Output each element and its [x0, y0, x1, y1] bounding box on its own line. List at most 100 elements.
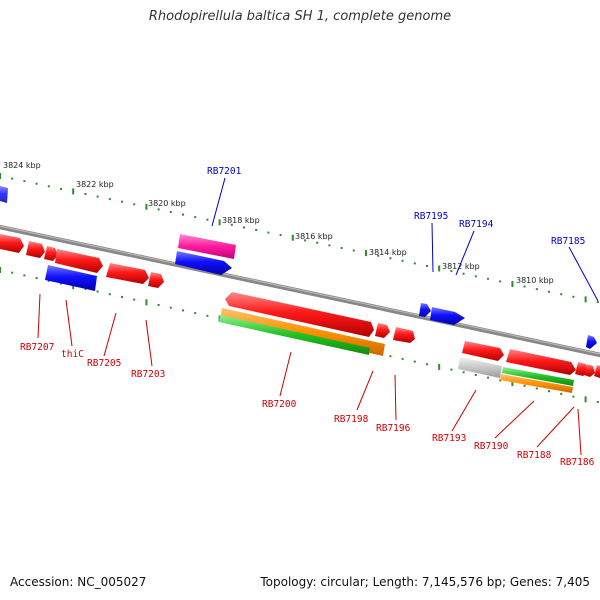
top-tick-row: [0, 173, 599, 303]
gene-label-rb7195[interactable]: RB7195: [414, 211, 448, 222]
gene-label-rb7190[interactable]: RB7190: [474, 441, 509, 452]
gene-rb7194[interactable]: [430, 307, 465, 325]
gene-label-rb7188[interactable]: RB7188: [517, 450, 552, 461]
minor-tick: [426, 363, 428, 366]
minor-tick: [487, 277, 489, 280]
minor-tick: [328, 244, 331, 247]
kbp-label: 3822 kbp: [76, 180, 114, 189]
genome-backbone-highlight: [0, 225, 600, 355]
genome-backbone: [0, 224, 600, 358]
minor-tick: [450, 270, 453, 273]
bottom-gene-labels: RB7207 thiC RB7205 RB7203 RB7200 RB7198 …: [20, 342, 595, 468]
gene-label-rb7194[interactable]: RB7194: [459, 219, 494, 230]
major-tick: [511, 281, 514, 287]
gene-red-left-2[interactable]: [26, 241, 45, 258]
minor-tick: [596, 301, 599, 303]
gene-red-right-2[interactable]: [584, 364, 595, 377]
minor-tick: [108, 198, 111, 201]
gene-rb7193-red[interactable]: [462, 341, 504, 361]
kbp-label: 3814 kbp: [369, 248, 407, 257]
gene-label-rb7198[interactable]: RB7198: [334, 414, 369, 425]
minor-tick: [243, 226, 245, 229]
gene-label-rb7186[interactable]: RB7186: [560, 457, 595, 468]
minor-tick: [47, 185, 50, 188]
gene-label-rb7196[interactable]: RB7196: [376, 423, 411, 434]
gene-label-rb7207[interactable]: RB7207: [20, 342, 54, 353]
gene-red-right-3[interactable]: [594, 365, 600, 378]
genome-summary-text: Topology: circular; Length: 7,145,576 bp…: [260, 575, 590, 589]
minor-tick: [548, 390, 550, 393]
minor-tick: [169, 211, 172, 213]
gene-red-left-4[interactable]: [55, 249, 103, 273]
gene-label-rb7185[interactable]: RB7185: [551, 236, 585, 247]
minor-tick: [169, 306, 172, 309]
minor-tick: [182, 309, 184, 312]
minor-tick: [535, 288, 538, 291]
minor-tick: [206, 314, 209, 317]
minor-tick: [279, 234, 282, 237]
minor-tick: [596, 401, 599, 403]
minor-tick: [35, 277, 38, 280]
minor-tick: [474, 275, 477, 278]
minor-tick: [304, 239, 306, 242]
minor-tick: [499, 280, 502, 283]
minor-tick: [11, 177, 14, 180]
minor-tick: [133, 298, 136, 301]
gene-red-left-1[interactable]: [0, 234, 24, 253]
gene-rb7195[interactable]: [419, 303, 431, 317]
minor-tick: [206, 218, 209, 221]
major-tick: [584, 296, 587, 303]
major-tick: [145, 299, 148, 306]
minor-tick: [255, 229, 258, 231]
major-tick: [438, 363, 441, 370]
kbp-labels: 3824 kbp 3822 kbp 3820 kbp 3818 kbp 3816…: [3, 161, 554, 285]
gene-red-left-5[interactable]: [106, 263, 149, 284]
gene-rb7198-red[interactable]: [375, 323, 390, 338]
minor-tick: [523, 384, 526, 387]
minor-tick: [413, 262, 416, 265]
gene-red-left-6[interactable]: [148, 272, 164, 288]
gene-rb7200[interactable]: [225, 292, 374, 337]
kbp-label: 3816 kbp: [295, 232, 333, 241]
minor-tick: [157, 304, 160, 306]
minor-tick: [182, 213, 184, 216]
gene-rb7190-red[interactable]: [506, 349, 576, 375]
gene-rb7201[interactable]: [178, 234, 236, 259]
gene-label-rb7193[interactable]: RB7193: [432, 433, 466, 444]
gene-orange-right[interactable]: [500, 374, 573, 393]
minor-tick: [535, 387, 538, 390]
gene-blue-upper[interactable]: [175, 251, 232, 275]
minor-tick: [523, 285, 526, 288]
gene-red-left-3[interactable]: [44, 246, 58, 261]
gene-rb7193-gray[interactable]: [458, 357, 502, 378]
minor-tick: [413, 360, 416, 363]
gene-thic[interactable]: [45, 265, 97, 291]
gene-label-rb7200[interactable]: RB7200: [262, 399, 297, 410]
top-leader-lines: [211, 177, 599, 302]
gene-partial[interactable]: [0, 186, 8, 203]
minor-tick: [401, 259, 404, 262]
gene-green-right[interactable]: [502, 367, 574, 386]
gene-rb7185[interactable]: [586, 335, 597, 349]
minor-tick: [474, 374, 477, 376]
major-tick: [145, 203, 148, 210]
gene-label-rb7205[interactable]: RB7205: [87, 358, 121, 369]
kbp-label: 3818 kbp: [222, 216, 260, 225]
gene-rb7196[interactable]: [393, 327, 415, 343]
gene-label-thic[interactable]: thiC: [61, 349, 84, 360]
minor-tick: [108, 293, 111, 296]
gene-green-mid[interactable]: [219, 315, 370, 355]
bottom-leader-lines: [37, 293, 582, 456]
gene-label-rb7201[interactable]: RB7201: [207, 166, 242, 177]
minor-tick: [560, 392, 563, 395]
minor-tick: [23, 180, 26, 183]
minor-tick: [35, 182, 38, 185]
major-tick: [291, 234, 294, 241]
minor-tick: [572, 295, 575, 298]
minor-tick: [96, 290, 99, 293]
minor-tick: [499, 379, 502, 382]
minor-tick: [230, 223, 233, 226]
top-gene-labels: RB7201 RB7195 RB7194 RB7185: [207, 166, 585, 247]
gene-label-rb7203[interactable]: RB7203: [131, 369, 165, 380]
